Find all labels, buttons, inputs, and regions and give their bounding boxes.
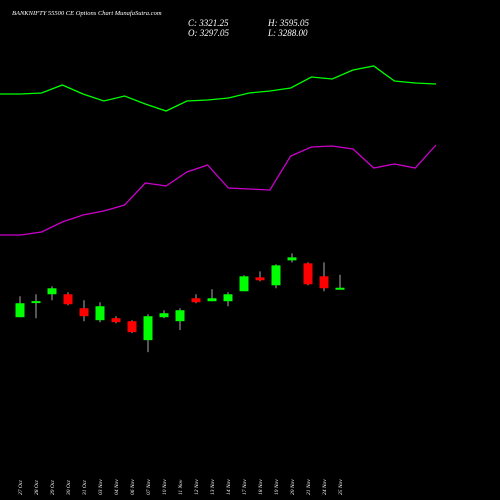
candle-body: [223, 294, 233, 302]
open-label: O: 3297.05: [188, 28, 229, 38]
x-tick-label: 30 Oct: [66, 480, 72, 496]
candle-body: [111, 318, 121, 323]
x-tick-label: 29 Oct: [50, 480, 56, 495]
candle-body: [79, 308, 89, 317]
low-label: L: 3288.00: [267, 28, 308, 38]
x-tick-label: 10 Nov: [162, 479, 168, 495]
x-tick-label: 18 Nov: [258, 479, 264, 495]
candle-body: [127, 321, 137, 333]
candle-body: [159, 313, 169, 318]
x-tick-label: 19 Nov: [274, 479, 280, 495]
candle-body: [287, 257, 297, 261]
indicator-line: [0, 144, 437, 236]
x-tick-label: 07 Nov: [146, 479, 152, 495]
x-tick-label: 21 Nov: [306, 479, 312, 495]
candle-body: [15, 303, 25, 318]
candle-body: [303, 263, 313, 285]
candle-body: [95, 306, 105, 321]
candle-body: [175, 310, 185, 322]
candle-body: [47, 288, 57, 295]
x-tick-label: 11 Nov: [178, 479, 184, 495]
x-tick-label: 13 Nov: [210, 479, 216, 495]
x-tick-label: 28 Oct: [34, 480, 40, 495]
x-tick-label: 25 Nov: [338, 479, 344, 495]
x-tick-label: 04 Nov: [113, 479, 120, 495]
close-label: C: 3321.25: [188, 18, 229, 28]
candle-body: [63, 294, 73, 305]
x-tick-label: 27 Oct: [18, 480, 24, 495]
x-tick-label: 17 Nov: [242, 479, 248, 495]
chart-title: BANKNIFTY 55500 CE Options Chart MunafaS…: [12, 10, 162, 17]
x-tick-label: 31 Oct: [82, 480, 88, 496]
x-tick-label: 03 Nov: [98, 479, 104, 495]
x-tick-label: 06 Nov: [130, 479, 136, 495]
candle-body: [143, 316, 153, 341]
candle-body: [335, 287, 345, 290]
candle-body: [239, 276, 249, 292]
x-tick-label: 24 Nov: [321, 479, 328, 495]
x-tick-label: 20 Nov: [290, 479, 296, 495]
candle-body: [191, 298, 201, 303]
candle-body: [319, 276, 329, 289]
x-tick-label: 12 Nov: [194, 479, 200, 495]
candle-body: [271, 265, 281, 286]
candle-body: [207, 298, 217, 302]
candle-body: [31, 301, 41, 304]
high-label: H: 3595.05: [267, 18, 309, 28]
x-tick-label: 14 Nov: [225, 479, 232, 495]
candle-body: [255, 277, 265, 281]
indicator-line: [0, 65, 437, 112]
